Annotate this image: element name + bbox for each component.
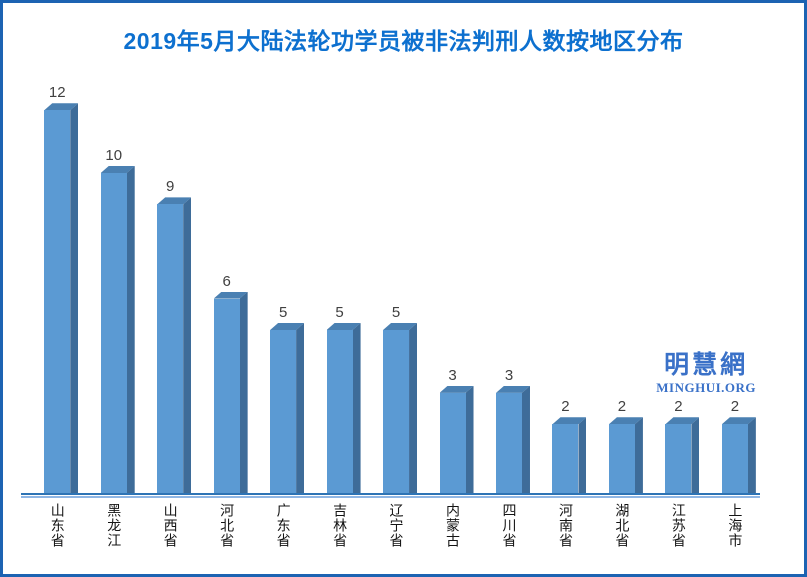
bar-value-label: 2 <box>561 398 570 416</box>
bar <box>665 417 700 493</box>
minghui-logo-chinese: 明慧網 <box>664 352 749 379</box>
bar-top-face <box>270 323 305 330</box>
chart-title: 2019年5月大陆法轮功学员被非法判刑人数按地区分布 <box>123 28 684 54</box>
bar-value-label: 12 <box>48 84 66 102</box>
x-axis-category-label: 四川省 <box>501 503 518 548</box>
bar-column: 2 <box>537 399 593 493</box>
bar-side-face <box>70 103 79 493</box>
x-axis-labels: 山东省 黑龙江 山西省 河北省 广东省 吉林省 辽宁省 内蒙古 四川省 河南省 湖北省 江苏省 上海市 <box>29 503 763 548</box>
bar-top-face <box>665 417 700 425</box>
bar-side-face <box>521 385 530 493</box>
bar <box>721 417 756 493</box>
bar-value-label: 2 <box>617 398 627 416</box>
bar-top-face <box>383 323 418 330</box>
bar-value-label: 3 <box>504 366 514 384</box>
bar <box>439 385 474 493</box>
plot-area: 12 10 9 6 5 5 5 3 3 2 2 2 2 <box>29 85 763 493</box>
bar-value-label: 5 <box>391 304 401 321</box>
x-axis-line-light <box>21 496 760 498</box>
bar-value-label: 6 <box>222 272 231 290</box>
x-axis-category-label: 黑龙江 <box>106 503 123 548</box>
bar-side-face <box>409 323 418 493</box>
minghui-logo-url: MINGHUI.ORG <box>656 380 756 395</box>
bar-value-label: 5 <box>335 304 344 321</box>
bar-side-face <box>239 291 248 493</box>
bar-top-face <box>495 385 530 393</box>
bar-side-face <box>747 417 756 493</box>
x-axis-category-label: 上海市 <box>727 503 744 548</box>
bar-value-label: 9 <box>166 178 175 196</box>
bar-top-face <box>721 417 756 425</box>
bar-column: 5 <box>255 305 311 493</box>
x-axis-category-label: 内蒙古 <box>445 503 462 548</box>
bar <box>100 166 135 493</box>
bar-side-face <box>352 323 361 493</box>
bar <box>270 323 305 493</box>
bar-side-face <box>296 323 305 493</box>
x-axis-category-label: 山西省 <box>162 503 179 548</box>
bar-column: 2 <box>707 399 763 493</box>
bar-column: 3 <box>481 368 537 493</box>
bar <box>213 291 248 493</box>
bar-column: 5 <box>368 305 424 493</box>
x-axis-category-label: 广东省 <box>275 503 292 548</box>
bar-column: 9 <box>142 179 198 493</box>
x-axis-category-label: 湖北省 <box>614 503 631 548</box>
bar <box>495 385 530 493</box>
bar-column: 10 <box>85 148 141 493</box>
x-axis-category-label: 吉林省 <box>332 503 349 548</box>
bar-column: 2 <box>594 399 650 493</box>
x-axis-category-label: 辽宁省 <box>388 503 405 548</box>
bar-top-face <box>44 103 79 111</box>
bar-side-face <box>126 166 135 493</box>
x-axis-line <box>21 493 760 498</box>
bar-top-face <box>157 197 192 205</box>
x-axis-category-label: 河北省 <box>219 503 236 548</box>
bar-top-face <box>608 417 643 425</box>
bar <box>157 197 192 493</box>
bar <box>608 417 643 493</box>
x-axis-line-dark <box>21 493 760 495</box>
bar-top-face <box>213 291 248 299</box>
bar-top-face <box>326 323 361 330</box>
bar-column: 2 <box>650 399 706 493</box>
x-axis-line-gap <box>21 495 760 496</box>
bar-top-face <box>100 166 135 173</box>
x-axis-category-label: 江苏省 <box>670 503 687 548</box>
bar-top-face <box>552 417 587 425</box>
bar <box>552 417 587 493</box>
bar-side-face <box>183 197 192 493</box>
bar <box>44 103 79 493</box>
bar-value-label: 3 <box>448 366 457 384</box>
bar-value-label: 5 <box>278 304 288 321</box>
bar-side-face <box>465 385 474 493</box>
x-axis-category-label: 山东省 <box>49 503 66 548</box>
bar-top-face <box>439 385 474 393</box>
bar-side-face <box>691 417 700 493</box>
bar <box>326 323 361 493</box>
bar <box>383 323 418 493</box>
x-axis-category-label: 河南省 <box>557 503 574 548</box>
bar-side-face <box>578 417 587 493</box>
minghui-watermark: 明慧網 MINGHUI.ORG <box>656 353 756 394</box>
bar-value-label: 2 <box>730 398 740 416</box>
bar-value-label: 10 <box>105 147 123 164</box>
bar-value-label: 2 <box>674 398 683 416</box>
bar-column: 12 <box>29 85 85 493</box>
bar-side-face <box>634 417 643 493</box>
bar-column: 3 <box>424 368 480 493</box>
bar-column: 5 <box>311 305 367 493</box>
bar-column: 6 <box>198 274 254 493</box>
